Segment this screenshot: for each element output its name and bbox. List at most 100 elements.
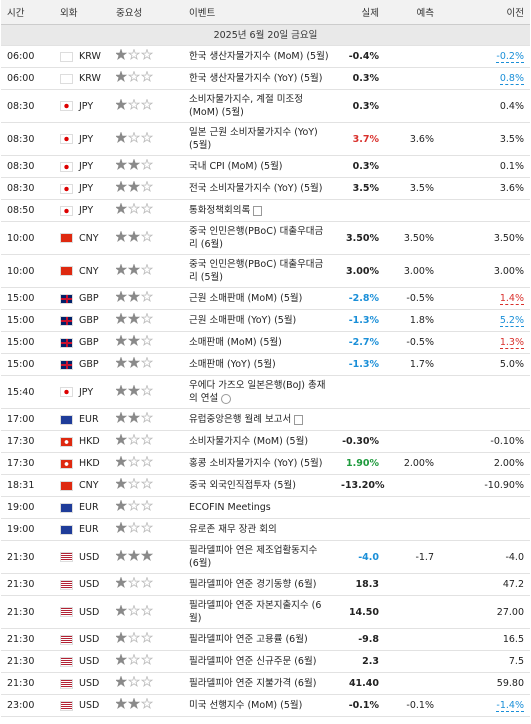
previous: 27.00 [496, 606, 524, 618]
flag [60, 315, 73, 326]
importance-cell [110, 254, 183, 288]
event-cell: 근원 소매판매 (YoY) (5월) [183, 309, 335, 332]
previous-cell: 0.4% [440, 89, 530, 123]
event-row: 18:31 CNY 중국 외국인직접투자 (5월) -13.20% -10.90% [1, 474, 530, 497]
forecast-cell [385, 474, 440, 497]
previous: 1.3% [499, 337, 524, 349]
forecast-cell: 1.8% [385, 309, 440, 332]
star [140, 356, 154, 369]
importance-cell [110, 67, 183, 90]
actual: 0.3% [352, 100, 379, 112]
star [127, 433, 141, 446]
forecast: 3.50% [403, 232, 434, 244]
actual-cell: -0.1% [335, 694, 385, 717]
forecast-cell: -0.5% [385, 287, 440, 310]
star [127, 499, 141, 512]
importance-stars [114, 202, 154, 215]
importance-stars [114, 455, 154, 468]
forecast: -1.7 [415, 551, 434, 563]
event-cell: 유로존 재무 장관 회의 [183, 518, 335, 541]
forecast-cell [385, 628, 440, 651]
event-row: 15:00 GBP 소매판매 (MoM) (5월) -2.7% -0.5% 1.3% [1, 331, 530, 354]
forecast-cell: -0.5% [385, 331, 440, 354]
header-row: 시간 외화 중요성 이벤트 실제 예측 이전 [1, 0, 530, 25]
star [127, 653, 141, 666]
importance-cell [110, 287, 183, 310]
event: 유럽중앙은행 월례 보고서 [189, 414, 292, 425]
currency-cell: JPY [54, 89, 110, 123]
time: 21:30 [1, 595, 54, 629]
flag [60, 73, 73, 84]
currency-cell: USD [54, 595, 110, 629]
currency-cell: EUR [54, 496, 110, 519]
flag [60, 579, 73, 590]
importance-cell [110, 155, 183, 178]
previous-cell: 0.1% [440, 155, 530, 178]
previous-cell: 5.0% [440, 353, 530, 376]
forecast-cell [385, 430, 440, 453]
event: 근원 소매판매 (YoY) (5월) [189, 315, 297, 326]
event-cell: ECOFIN Meetings [183, 496, 335, 519]
flag [60, 436, 73, 447]
forecast: 1.8% [409, 315, 434, 326]
previous: 0.8% [499, 73, 524, 85]
previous-cell: -4.0 [440, 540, 530, 574]
importance-cell [110, 496, 183, 519]
previous: -4.0 [505, 551, 524, 563]
star [140, 631, 154, 644]
event-cell: 중국 인민은행(PBoC) 대출우대금리 (5월) [183, 254, 335, 288]
importance-stars [114, 521, 154, 534]
star [127, 455, 141, 468]
importance-stars [114, 411, 154, 424]
time: 15:00 [1, 353, 54, 376]
previous-cell: 3.5% [440, 122, 530, 156]
event: 필라델피아 연준 자본지출지수 (6월) [189, 600, 322, 624]
actual: 14.50 [348, 606, 379, 618]
actual: -9.8 [358, 634, 379, 645]
event-cell: 필라델피아 연준 경기동향 (6월) [183, 573, 335, 596]
actual-cell [335, 199, 385, 222]
currency: USD [79, 700, 100, 711]
flag [60, 183, 73, 194]
event-row: 15:00 GBP 소매판매 (YoY) (5월) -1.3% 1.7% 5.0% [1, 353, 530, 376]
importance-cell [110, 375, 183, 409]
currency-cell: GBP [54, 309, 110, 332]
star [140, 455, 154, 468]
actual-cell: 2.3 [335, 650, 385, 673]
star [127, 548, 141, 561]
event: 소매판매 (YoY) (5월) [189, 359, 276, 370]
previous: -1.4% [496, 700, 524, 712]
event-cell: 우에다 가즈오 일본은행(BoJ) 총재의 연설 [183, 375, 335, 409]
event-row: 08:50 JPY 통화정책회의록 [1, 199, 530, 222]
event-row: 08:30 JPY 국내 CPI (MoM) (5월) 0.3% 0.1% [1, 155, 530, 178]
star [127, 180, 141, 193]
importance-cell [110, 199, 183, 222]
currency: JPY [79, 100, 94, 112]
actual: 0.3% [352, 73, 379, 84]
previous-cell [440, 408, 530, 431]
star [140, 48, 154, 61]
event-cell: 중국 인민은행(PBoC) 대출우대금리 (6월) [183, 221, 335, 255]
actual-cell: -9.8 [335, 628, 385, 651]
event: 소매판매 (MoM) (5월) [189, 337, 282, 348]
actual-cell: -0.30% [335, 430, 385, 453]
forecast: 3.6% [409, 133, 434, 145]
star [127, 576, 141, 589]
currency-cell: HKD [54, 430, 110, 453]
event: 소비자물가지수 (MoM) (5월) [189, 436, 309, 447]
star [114, 180, 128, 193]
star [127, 229, 141, 242]
importance-stars [114, 697, 154, 710]
star [114, 477, 128, 490]
flag [60, 387, 73, 397]
flag [60, 161, 73, 172]
flag [60, 359, 73, 370]
previous: 0.4% [499, 100, 524, 112]
star [114, 202, 128, 215]
importance-stars [114, 180, 154, 193]
importance-stars [114, 383, 154, 396]
importance-stars [114, 229, 154, 242]
actual-cell: -4.0 [335, 540, 385, 574]
currency: HKD [79, 458, 100, 469]
event-icon [294, 414, 304, 425]
